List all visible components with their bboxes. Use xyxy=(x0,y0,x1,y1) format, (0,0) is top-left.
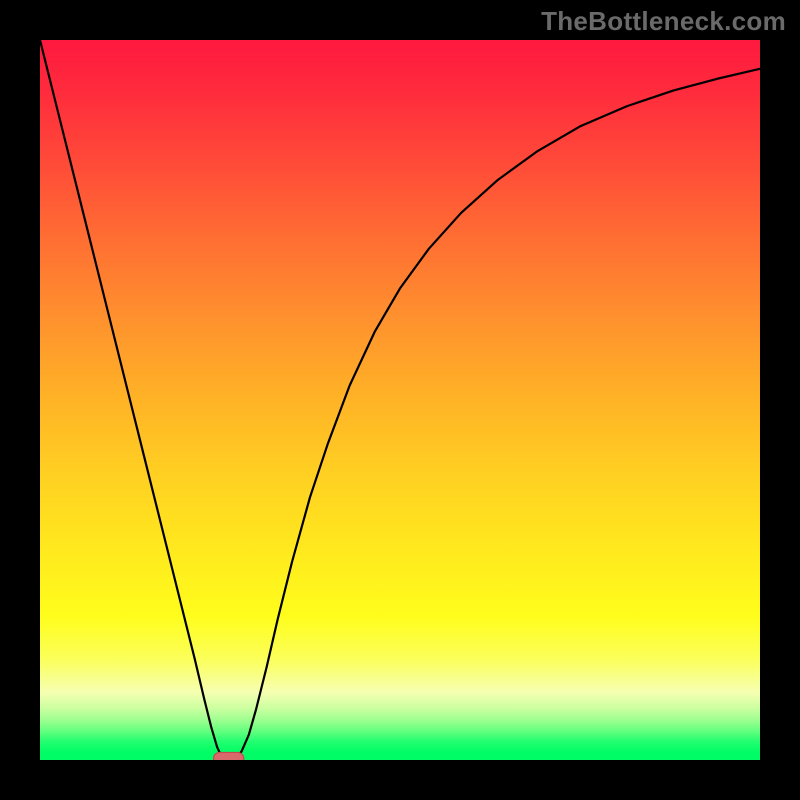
chart-plot-area xyxy=(40,40,760,760)
canvas: TheBottleneck.com xyxy=(0,0,800,800)
attribution-watermark: TheBottleneck.com xyxy=(541,6,786,37)
optimum-marker xyxy=(214,752,244,760)
chart-svg xyxy=(40,40,760,760)
chart-background xyxy=(40,40,760,760)
